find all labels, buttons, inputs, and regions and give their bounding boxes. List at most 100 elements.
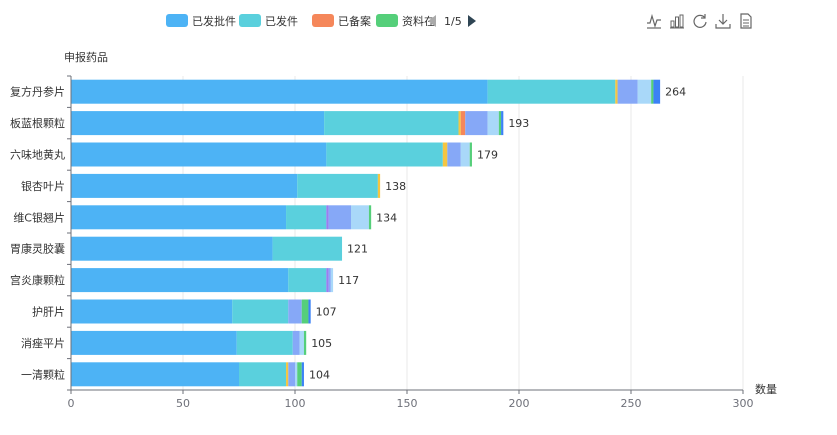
x-tick-label: 250 <box>621 397 642 410</box>
bar-segment <box>232 299 289 324</box>
bar-segment <box>71 362 239 387</box>
bar-segment <box>288 362 295 387</box>
x-tick-label: 150 <box>397 397 418 410</box>
x-tick-label: 200 <box>509 397 530 410</box>
data-label: 121 <box>347 243 368 256</box>
data-label: 105 <box>311 337 332 350</box>
bar-segment <box>442 142 448 167</box>
bar-segment <box>71 111 325 136</box>
legend-item[interactable]: 已发件 <box>239 14 298 28</box>
bar-segment <box>498 111 502 136</box>
y-tick-label: 消痤平片 <box>21 336 65 350</box>
bar-segment <box>326 142 443 167</box>
data-label: 134 <box>376 211 397 224</box>
bar-segment <box>297 362 302 387</box>
y-tick-label: 板蓝根颗粒 <box>10 116 65 130</box>
bar-segment <box>328 205 351 230</box>
bar-segment <box>615 79 618 104</box>
legend: 已发批件 已发件 已备案 资料在 1/5 <box>166 14 476 28</box>
bar-segment <box>272 236 343 261</box>
bar-segment <box>351 205 369 230</box>
data-view-icon[interactable] <box>737 12 754 29</box>
bar-segment <box>368 205 372 230</box>
bar-segment <box>71 330 237 355</box>
bar-segment <box>377 173 381 198</box>
legend-prev-page-icon[interactable] <box>428 15 436 27</box>
legend-swatch <box>376 14 398 27</box>
data-label: 117 <box>338 274 359 287</box>
data-label: 107 <box>316 306 337 319</box>
legend-label: 已发件 <box>265 14 298 28</box>
restore-icon[interactable] <box>691 12 708 29</box>
bar-segment <box>324 111 459 136</box>
bar-segment <box>326 205 329 230</box>
bar-segment <box>637 79 652 104</box>
legend-item[interactable]: 已备案 <box>312 14 371 28</box>
bar-segment <box>71 142 327 167</box>
y-tick-label: 维C银翘片 <box>13 210 65 224</box>
legend-swatch <box>239 14 261 27</box>
bar-segment <box>469 142 472 167</box>
y-tick-label: 银杏叶片 <box>21 179 65 193</box>
legend-label: 已发批件 <box>192 14 236 28</box>
bar-segment <box>326 268 329 293</box>
y-tick-label: 护肝片 <box>32 305 65 319</box>
y-tick-label: 复方丹参片 <box>10 85 65 99</box>
y-tick-label: 一清颗粒 <box>21 367 65 381</box>
bar-segment <box>292 330 300 355</box>
bar-segment <box>286 205 327 230</box>
bar-segment <box>308 299 311 324</box>
bar-segment <box>651 79 654 104</box>
y-axis-title: 申报药品 <box>64 50 108 64</box>
legend-next-page-icon[interactable] <box>468 15 476 27</box>
legend-swatch <box>166 14 188 27</box>
data-label: 138 <box>385 180 406 193</box>
legend-swatch <box>312 14 334 27</box>
bar-segment <box>487 79 616 104</box>
bar-segment <box>297 173 378 198</box>
x-tick-label: 300 <box>733 397 754 410</box>
bar-segment <box>301 362 304 387</box>
y-tick-label: 六味地黄丸 <box>10 148 65 162</box>
data-label: 193 <box>508 117 529 130</box>
legend-label: 资料在 <box>402 14 435 28</box>
bar-segment <box>460 142 470 167</box>
x-tick-label: 100 <box>285 397 306 410</box>
bar-segment <box>71 205 287 230</box>
bar-segment <box>328 268 331 293</box>
bar-segment <box>458 111 461 136</box>
axes: 0 50 100 150 200 250 300 复方丹参片板蓝根颗粒六味地黄丸银杏叶片维C银… <box>10 50 777 410</box>
bar-segment <box>501 111 504 136</box>
bar-segment <box>288 268 327 293</box>
y-tick-label: 宫炎康颗粒 <box>10 273 65 287</box>
bar-segment <box>236 330 293 355</box>
x-axis-title: 数量 <box>755 383 777 396</box>
legend-item[interactable]: 资料在 <box>376 14 435 28</box>
bar-segment <box>330 268 334 293</box>
bar-segment <box>617 79 638 104</box>
bar-segment <box>653 79 661 104</box>
data-label: 264 <box>665 86 686 99</box>
y-tick-label: 胃康灵胶囊 <box>10 242 65 256</box>
bar-segment <box>71 79 488 104</box>
bar-segment <box>460 111 466 136</box>
data-label: 104 <box>309 368 330 381</box>
legend-page-indicator: 1/5 <box>444 15 462 28</box>
bar-segment <box>288 299 302 324</box>
bar-segment <box>447 142 461 167</box>
bar-segment <box>299 330 304 355</box>
line-chart-icon[interactable] <box>645 12 662 29</box>
bar-segment <box>465 111 488 136</box>
legend-label: 已备案 <box>338 14 371 28</box>
bar-chart-icon[interactable] <box>668 12 685 29</box>
bar-segment <box>71 299 233 324</box>
bar-segment <box>286 362 289 387</box>
download-icon[interactable] <box>714 12 731 29</box>
legend-item[interactable]: 已发批件 <box>166 14 236 28</box>
bar-segment <box>71 173 298 198</box>
bar-segment <box>295 362 298 387</box>
bar-segment <box>303 330 307 355</box>
x-tick-label: 0 <box>68 397 75 410</box>
bar-segment <box>487 111 499 136</box>
bars: 264 193 179 138 134 121 117 107 105 104 <box>71 79 686 387</box>
